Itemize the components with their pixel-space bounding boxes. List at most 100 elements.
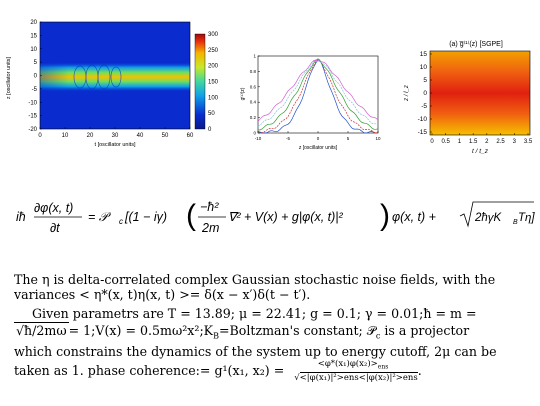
- p2-sqrt: ħ/2mω: [24, 323, 67, 338]
- heatmap-x-tick: 20: [87, 133, 94, 139]
- sgpe-y-tick: -5: [421, 103, 427, 110]
- heatmap-x-label: t [oscillator units]: [95, 142, 136, 148]
- sgpe-x-tick: 1.5: [469, 139, 478, 145]
- curves-x-tick: -10: [255, 136, 262, 141]
- sgpe-equation: iħ ∂φ(x, t) ∂t = 𝒫 c [(1 − iγ) ( −ħ² 2m …: [16, 199, 535, 235]
- curves-x-label: z [oscillator units]: [299, 145, 338, 151]
- eq-rhs2: [(1 − iγ): [124, 210, 167, 224]
- sgpe-y-tick: -15: [418, 129, 428, 136]
- parameters-description: Given parametrs are T = 13.89; μ = 22.41…: [14, 306, 497, 384]
- eq-lhs-num: ∂φ(x, t): [34, 201, 73, 215]
- coherence-fraction: <φ*(x₁)φ(x₂)>ens √<|φ(x₁)|²>ens<|φ(x₂)|²…: [294, 358, 418, 384]
- sgpe-x-label: t / t_z: [472, 148, 489, 155]
- curves-plot-area: [257, 55, 379, 134]
- colorbar-tick: 250: [208, 48, 219, 54]
- heatmap-y-tick: -5: [32, 87, 38, 93]
- p2-sub-b: B: [213, 331, 219, 341]
- svg-text:(: (: [186, 199, 196, 232]
- curves-x-ticks: -10 -5 0 5 10: [255, 131, 381, 141]
- eq-frac-den: 2m: [201, 221, 219, 235]
- curves-y-tick: 1: [253, 54, 256, 59]
- colorbar-tick: 200: [208, 64, 219, 70]
- svg-text:): ): [380, 199, 390, 232]
- coherence-curves: [257, 58, 379, 134]
- coherence-curve: [257, 58, 379, 134]
- coh-den: <|φ(x₁)|²>ens<|φ(x₂)|²>ens: [299, 372, 418, 384]
- heatmap-x-tick: 0: [38, 133, 42, 139]
- eq-ihbar: iħ: [16, 210, 26, 224]
- eq-rhs3: ∇² + V(x) + g|φ(x, t)|²: [228, 210, 344, 224]
- eq-rhs4: φ(x, t) +: [392, 210, 436, 224]
- sgpe-y-tick: -10: [418, 116, 428, 123]
- heatmap-oscillation-pattern: [73, 64, 122, 90]
- p2-line2b: =Boltzman's constant; 𝒫: [218, 323, 376, 338]
- sgpe-coherence-figure: (a) g̅⁽¹⁾(z) [SGPE] 15 10 5 0 -5 -10 -15 0 0.5 1…: [404, 40, 533, 155]
- sgpe-x-tick: 2: [485, 139, 489, 145]
- sgpe-title: (a) g̅⁽¹⁾(z) [SGPE]: [449, 40, 503, 48]
- sgpe-y-tick: 10: [420, 64, 428, 71]
- colorbar-tick: 100: [208, 95, 219, 101]
- heatmap-x-tick: 40: [137, 133, 144, 139]
- p2-line2c: is a projector: [380, 323, 470, 338]
- coherence-curve: [257, 59, 379, 122]
- heatmap-y-tick: -15: [28, 114, 37, 120]
- noise-description: The η is delta-correlated complex Gaussi…: [14, 272, 530, 302]
- eq-sqrt2: Tη]: [518, 212, 535, 224]
- heatmap-x-ticks: 0 10 20 30 40 50 60: [38, 127, 194, 139]
- p1-line2: variances < η*(x, t)η(x, t) >= δ(x − x′)…: [14, 287, 311, 302]
- curves-x-tick: -5: [286, 136, 290, 141]
- eq-rhs-sub: c: [119, 217, 123, 226]
- eq-rhs1: = 𝒫: [88, 210, 112, 224]
- curves-x-tick: 5: [347, 136, 350, 141]
- curves-y-tick: 0.6: [250, 84, 257, 89]
- heatmap-y-tick: 0: [34, 74, 38, 80]
- heatmap-x-tick: 60: [187, 133, 194, 139]
- curves-y-label: g⁽¹⁾(z): [240, 87, 246, 100]
- sgpe-y-label: z / l_z: [404, 85, 410, 102]
- heatmap-y-tick: 5: [34, 60, 38, 66]
- eq-lhs-den: ∂t: [50, 221, 60, 235]
- curves-x-tick: 10: [375, 136, 381, 141]
- p2-line3: which constrains the dynamics of the sys…: [14, 343, 497, 359]
- sgpe-y-ticks: 15 10 5 0 -5 -10 -15: [418, 51, 432, 136]
- curves-y-ticks: 1 0.8 0.6 0.4 0.2 0: [250, 54, 260, 136]
- p2-line1: Given parametrs are T = 13.89; μ = 22.41…: [32, 306, 477, 321]
- sgpe-plot-area: [429, 50, 531, 136]
- p2-line2a: = 1;V(x) = 0.5mω²x²;K: [68, 323, 214, 338]
- sgpe-y-tick: 5: [423, 77, 427, 84]
- heatmap-y-tick: 20: [30, 20, 37, 26]
- heatmap-x-tick: 10: [62, 133, 69, 139]
- coh-num-sub: ens: [377, 363, 389, 371]
- sgpe-x-tick: 2.5: [496, 139, 505, 145]
- sgpe-y-tick: 0: [423, 90, 427, 97]
- coherence-curves-figure: 1 0.8 0.6 0.4 0.2 0 -10 -5 0 5 10 g⁽¹⁾(z) z [osci…: [240, 54, 381, 152]
- colorbar-tick: 300: [208, 32, 219, 38]
- heatmap-y-tick: 15: [30, 33, 37, 39]
- colorbar-tick: 0: [208, 127, 212, 133]
- sgpe-x-tick: 1: [458, 139, 462, 145]
- heatmap-x-tick: 30: [112, 133, 119, 139]
- eq-sqrt: 2ħγK: [474, 212, 503, 224]
- heatmap-y-label: z [oscillator units]: [6, 56, 12, 99]
- colorbar-ticks: 300 250 200 150 100 50 0: [208, 32, 219, 133]
- curves-x-tick: 0: [317, 136, 320, 141]
- sgpe-x-tick: 0: [430, 139, 434, 145]
- heatmap-x-tick: 50: [162, 133, 169, 139]
- heatmap-band: [40, 62, 190, 92]
- curves-y-tick: 0: [253, 131, 256, 136]
- heatmap-y-ticks: 20 15 10 5 0 -5 -10 -15 -20: [28, 20, 42, 133]
- sgpe-x-tick: 3.5: [524, 139, 533, 145]
- heatmap-colorbar: [194, 33, 206, 130]
- heatmap-y-tick: -20: [28, 127, 37, 133]
- sgpe-x-tick: 3: [513, 139, 517, 145]
- curves-y-tick: 0.4: [250, 100, 257, 105]
- sgpe-x-ticks: 0 0.5 1 1.5 2 2.5 3 3.5: [430, 133, 533, 145]
- p1-line1: The η is delta-correlated complex Gaussi…: [14, 272, 496, 287]
- p2-sub-c: c: [375, 331, 381, 341]
- sgpe-x-tick: 0.5: [442, 139, 451, 145]
- heatmap-y-tick: -10: [28, 100, 37, 106]
- colorbar-tick: 150: [208, 80, 219, 86]
- sgpe-y-tick: 15: [420, 51, 428, 58]
- p2-line4: taken as 1. phase coherence:= g¹(x₁, x₂)…: [14, 363, 285, 379]
- coherence-curve: [257, 59, 379, 127]
